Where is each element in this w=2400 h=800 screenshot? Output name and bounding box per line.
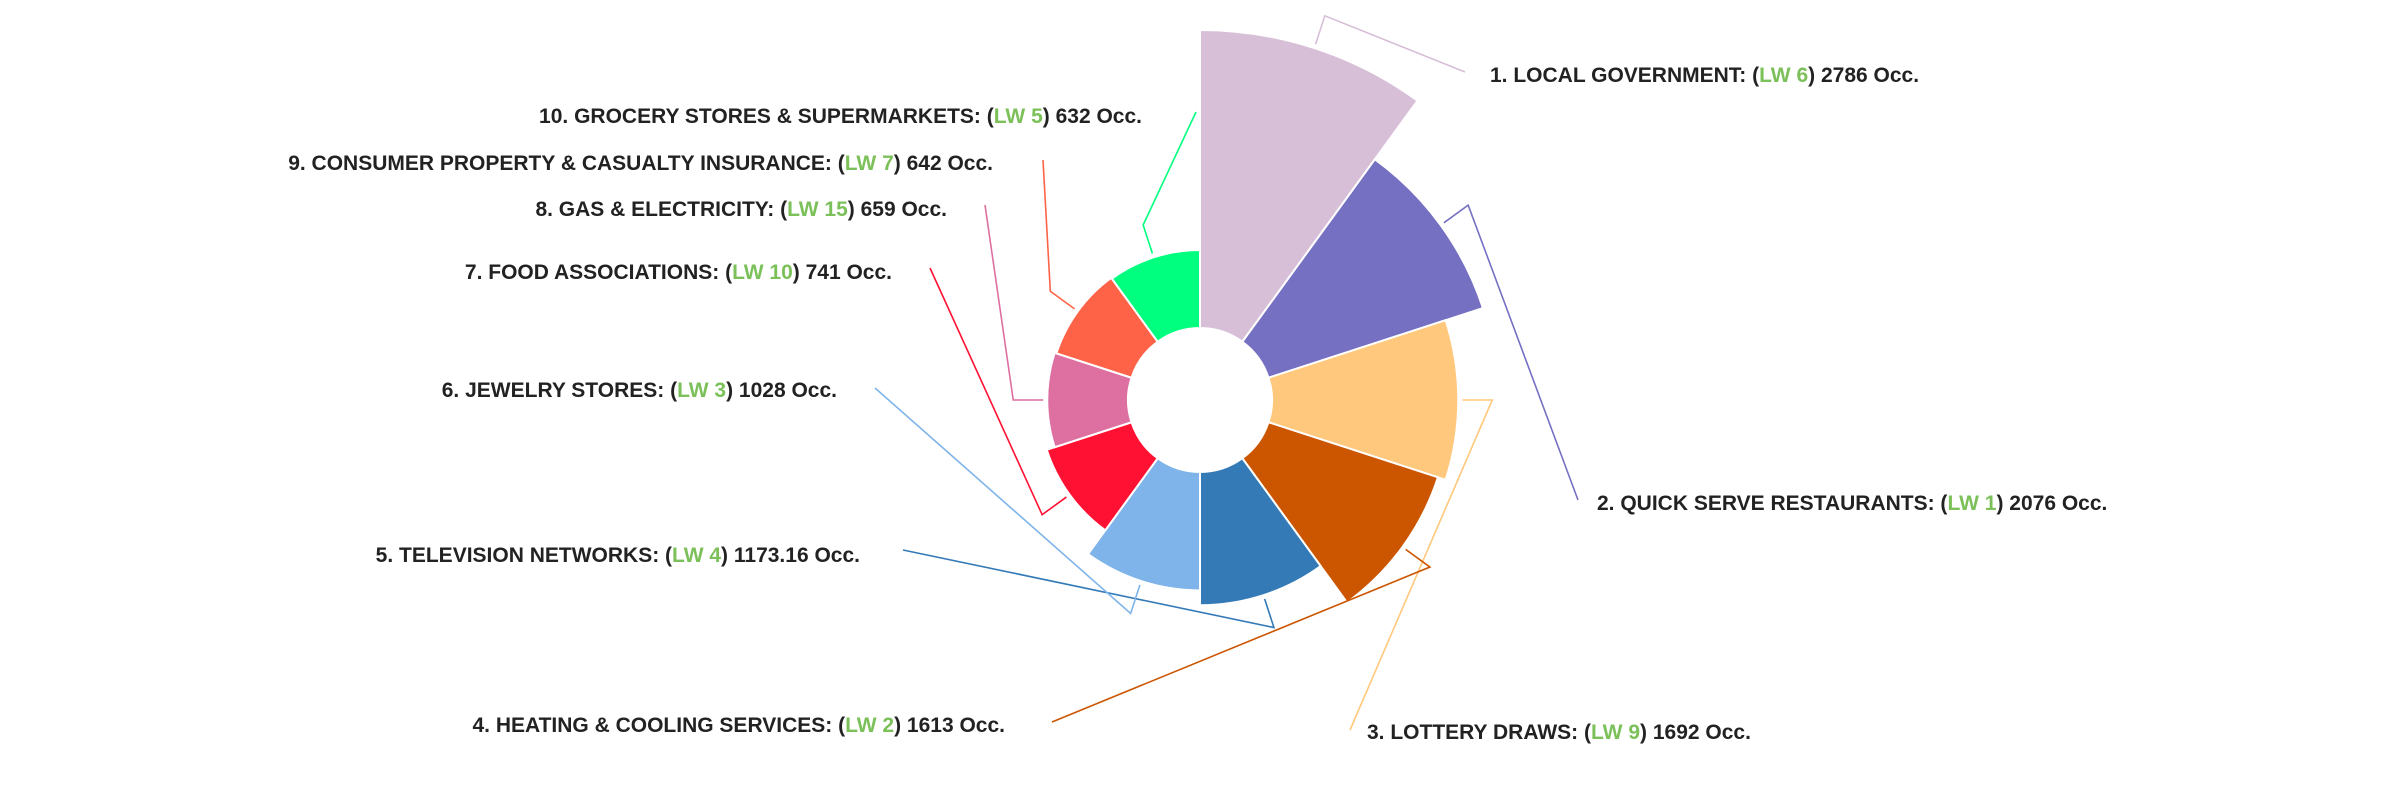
slice-label-lw: LW 6 — [1759, 64, 1808, 87]
slice-label-lw: LW 10 — [732, 261, 793, 284]
slice-label-value: ) 1692 Occ. — [1640, 721, 1751, 744]
slice-label-name: 4. HEATING & COOLING SERVICES: ( — [472, 714, 845, 737]
slice-label-value: ) 2786 Occ. — [1808, 64, 1919, 87]
slice-label: 5. TELEVISION NETWORKS: (LW 4) 1173.16 O… — [376, 544, 860, 567]
slice-label-value: ) 659 Occ. — [848, 198, 947, 221]
slice-label-lw: LW 3 — [677, 379, 726, 402]
slice-label-name: 1. LOCAL GOVERNMENT: ( — [1490, 64, 1759, 87]
slice-label-name: 5. TELEVISION NETWORKS: ( — [376, 544, 672, 567]
slice-label: 3. LOTTERY DRAWS: (LW 9) 1692 Occ. — [1367, 721, 1751, 744]
leader-line — [1314, 14, 1466, 73]
leader-line — [1142, 111, 1197, 254]
slice-label-value: ) 632 Occ. — [1043, 105, 1142, 128]
leader-line — [1051, 548, 1432, 723]
slice-label-name: 7. FOOD ASSOCIATIONS: ( — [465, 261, 732, 284]
slice-label: 2. QUICK SERVE RESTAURANTS: (LW 1) 2076 … — [1597, 492, 2107, 515]
slice-label: 9. CONSUMER PROPERTY & CASUALTY INSURANC… — [288, 152, 993, 175]
slice-label-value: ) 741 Occ. — [793, 261, 892, 284]
slice-label-lw: LW 4 — [672, 544, 721, 567]
slice-label-name: 9. CONSUMER PROPERTY & CASUALTY INSURANC… — [288, 152, 845, 175]
donut-hole — [1128, 328, 1272, 472]
slice-label-lw: LW 15 — [787, 198, 848, 221]
leader-line — [1443, 203, 1579, 501]
slice-label-value: ) 1613 Occ. — [894, 714, 1005, 737]
slice-label-value: ) 642 Occ. — [894, 152, 993, 175]
leader-line — [984, 204, 1044, 401]
slice-label: 7. FOOD ASSOCIATIONS: (LW 10) 741 Occ. — [465, 261, 892, 284]
leader-line — [874, 387, 1141, 615]
slice-label: 8. GAS & ELECTRICITY: (LW 15) 659 Occ. — [535, 198, 947, 221]
slices-layer — [1045, 28, 1485, 607]
labels-layer: 1. LOCAL GOVERNMENT: (LW 6) 2786 Occ. 2. … — [288, 14, 2107, 744]
slice-label-value: ) 2076 Occ. — [1996, 492, 2107, 515]
slice-label: 1. LOCAL GOVERNMENT: (LW 6) 2786 Occ. — [1490, 64, 1919, 87]
slice-label-lw: LW 1 — [1947, 492, 1996, 515]
slice-label-lw: LW 9 — [1591, 721, 1640, 744]
slice-label: 4. HEATING & COOLING SERVICES: (LW 2) 16… — [472, 714, 1005, 737]
slice-label-lw: LW 7 — [845, 152, 894, 175]
slice-label-name: 3. LOTTERY DRAWS: ( — [1367, 721, 1591, 744]
slice-label-name: 2. QUICK SERVE RESTAURANTS: ( — [1597, 492, 1947, 515]
leader-line — [1349, 399, 1494, 731]
slice-label-value: ) 1028 Occ. — [726, 379, 837, 402]
leader-line — [929, 267, 1067, 516]
slice-label: 10. GROCERY STORES & SUPERMARKETS: (LW 5… — [539, 105, 1142, 128]
slice-label-name: 10. GROCERY STORES & SUPERMARKETS: ( — [539, 105, 994, 128]
slice-label-value: ) 1173.16 Occ. — [721, 544, 860, 567]
slice-label: 6. JEWELRY STORES: (LW 3) 1028 Occ. — [442, 379, 837, 402]
slice-label-lw: LW 5 — [994, 105, 1043, 128]
slice-label-lw: LW 2 — [845, 714, 894, 737]
leader-line — [902, 549, 1276, 629]
slice-label-name: 8. GAS & ELECTRICITY: ( — [535, 198, 787, 221]
slice-label-name: 6. JEWELRY STORES: ( — [442, 379, 677, 402]
leader-line — [1042, 159, 1076, 310]
